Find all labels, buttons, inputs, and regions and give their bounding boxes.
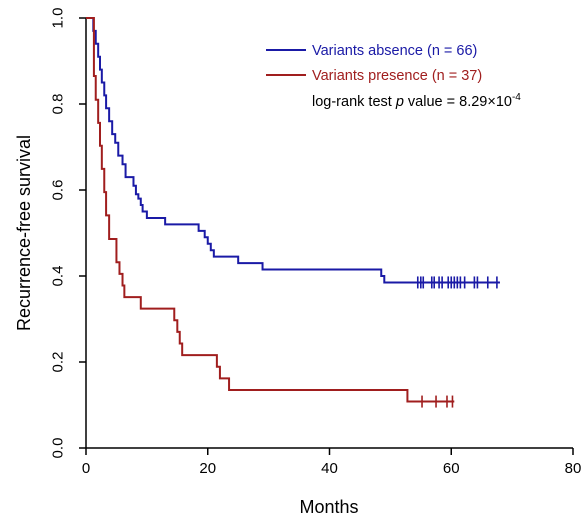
y-tick-label: 1.0: [50, 8, 67, 29]
log-rank-annotation: log-rank test p value = 8.29×10-4: [312, 92, 521, 110]
survival-series-1: [86, 17, 455, 408]
survival-step-line: [86, 17, 455, 403]
annotation-prefix: log-rank test: [312, 94, 396, 110]
annotation-p: p: [395, 94, 404, 110]
x-tick-label: 60: [443, 460, 460, 477]
y-tick-label: 0.8: [50, 94, 67, 115]
x-axis-title: Months: [299, 497, 358, 517]
x-ticks: 0 20 40 60 80: [82, 448, 582, 477]
x-tick-label: 0: [82, 460, 90, 477]
y-tick-label: 0.0: [50, 438, 67, 459]
annotation-exponent: -4: [512, 92, 521, 103]
survival-step-line: [86, 17, 500, 284]
y-tick-label: 0.6: [50, 180, 67, 201]
axes: 0 20 40 60 80 0.0 0.2 0.4 0.6 0.8 1.0: [50, 8, 582, 477]
legend-label-presence: Variants presence (n = 37): [312, 68, 482, 84]
series-layer: [86, 17, 500, 408]
y-tick-label: 0.2: [50, 352, 67, 373]
x-tick-label: 20: [199, 460, 216, 477]
legend: Variants absence (n = 66) Variants prese…: [266, 43, 521, 110]
legend-label-absence: Variants absence (n = 66): [312, 43, 477, 59]
survival-series-0: [86, 17, 500, 289]
x-tick-label: 80: [565, 460, 582, 477]
y-tick-label: 0.4: [50, 266, 67, 287]
y-axis-title: Recurrence-free survival: [14, 135, 34, 331]
x-tick-label: 40: [321, 460, 338, 477]
y-ticks: 0.0 0.2 0.4 0.6 0.8 1.0: [50, 8, 86, 459]
annotation-value: value = 8.29×10: [404, 94, 512, 110]
